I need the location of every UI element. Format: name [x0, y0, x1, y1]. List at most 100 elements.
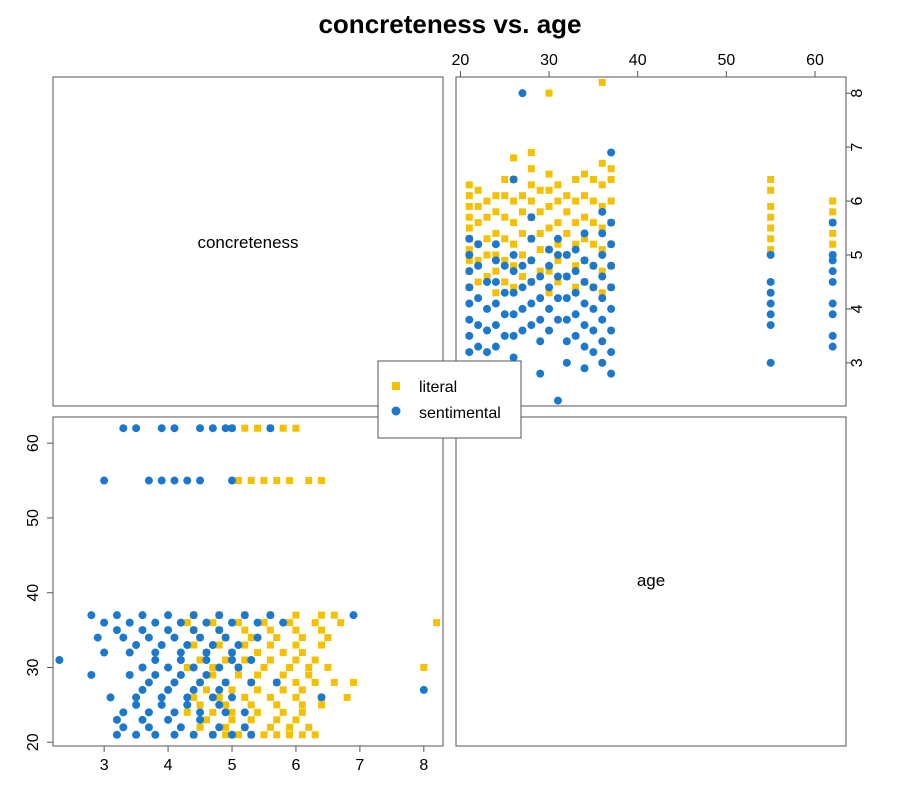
point-tr-sentimental — [527, 213, 536, 222]
point-tr-literal — [465, 192, 473, 200]
point-bl-sentimental — [125, 648, 134, 657]
panel-top-right — [455, 76, 847, 407]
point-tr-sentimental — [607, 218, 616, 227]
point-bl-sentimental — [132, 700, 141, 709]
point-bl-sentimental — [119, 723, 128, 732]
point-bl-literal — [286, 723, 294, 731]
point-tr-literal — [598, 159, 606, 167]
point-tr-sentimental — [607, 261, 616, 270]
point-bl-sentimental — [176, 648, 185, 657]
point-tr-sentimental — [518, 89, 527, 98]
point-tr-literal — [510, 262, 518, 270]
point-tr-sentimental — [580, 256, 589, 265]
point-tr-literal — [501, 278, 509, 286]
point-tr-literal — [465, 202, 473, 210]
point-tr-literal — [483, 235, 491, 243]
point-bl-literal — [311, 619, 319, 627]
point-bl-literal — [254, 671, 262, 679]
point-tr-literal — [527, 197, 535, 205]
point-bl-sentimental — [196, 424, 205, 433]
point-bl-sentimental — [234, 663, 243, 672]
point-tr-sentimental — [491, 321, 500, 330]
tick-label-age-top: 50 — [717, 52, 735, 69]
point-bl-literal — [292, 716, 300, 724]
point-bl-sentimental — [272, 678, 281, 687]
point-bl-sentimental — [189, 685, 198, 694]
point-tr-sentimental — [553, 234, 562, 243]
point-tr-sentimental — [518, 326, 527, 335]
point-bl-sentimental — [176, 670, 185, 679]
panel-bottom-right — [455, 416, 847, 747]
point-bl-sentimental — [221, 424, 230, 433]
tick-label-age-top: 30 — [540, 52, 558, 69]
point-tr-sentimental — [607, 326, 616, 335]
point-tr-literal — [545, 89, 553, 97]
point-bl-sentimental — [208, 730, 217, 739]
point-tr-sentimental — [553, 250, 562, 259]
point-tr-literal — [545, 186, 553, 194]
point-tr-sentimental — [491, 277, 500, 286]
point-bl-sentimental — [215, 626, 224, 635]
point-tr-literal — [767, 224, 775, 232]
point-bl-literal — [222, 701, 230, 709]
point-tr-literal — [554, 256, 562, 264]
point-bl-sentimental — [279, 618, 288, 627]
point-bl-sentimental — [151, 670, 160, 679]
point-bl-sentimental — [100, 648, 109, 657]
point-bl-sentimental — [189, 611, 198, 620]
point-tr-literal — [589, 240, 597, 248]
point-bl-literal — [273, 701, 281, 709]
point-tr-literal — [483, 273, 491, 281]
point-tr-sentimental — [598, 272, 607, 281]
point-bl-sentimental — [112, 626, 121, 635]
point-tr-literal — [563, 208, 571, 216]
point-bl-literal — [260, 477, 268, 485]
point-tr-literal — [518, 208, 526, 216]
point-tr-sentimental — [491, 299, 500, 308]
point-bl-sentimental — [202, 618, 211, 627]
panel-bottom-left — [52, 416, 444, 747]
point-bl-literal — [247, 477, 255, 485]
point-tr-literal — [829, 197, 837, 205]
point-tr-literal — [554, 197, 562, 205]
point-bl-literal — [273, 477, 281, 485]
point-tr-literal — [554, 219, 562, 227]
point-bl-sentimental — [240, 708, 249, 717]
point-tr-literal — [492, 229, 500, 237]
point-bl-sentimental — [151, 656, 160, 665]
point-bl-literal — [292, 626, 300, 634]
point-tr-sentimental — [598, 337, 607, 346]
point-tr-literal — [501, 256, 509, 264]
point-tr-sentimental — [562, 250, 571, 259]
tick-label-age-top: 60 — [806, 52, 824, 69]
point-tr-sentimental — [527, 256, 536, 265]
point-bl-literal — [228, 708, 236, 716]
point-tr-sentimental — [483, 304, 492, 313]
point-tr-sentimental — [509, 267, 518, 276]
point-bl-literal — [266, 626, 274, 634]
point-tr-literal — [572, 240, 580, 248]
point-tr-literal — [465, 181, 473, 189]
point-bl-sentimental — [183, 693, 192, 702]
point-tr-literal — [598, 181, 606, 189]
point-bl-literal — [215, 693, 223, 701]
point-bl-literal — [298, 649, 306, 657]
point-bl-sentimental — [247, 678, 256, 687]
point-bl-literal — [266, 641, 274, 649]
tick-label-concreteness-bottom: 3 — [100, 757, 109, 774]
point-bl-sentimental — [119, 708, 128, 717]
point-bl-sentimental — [240, 611, 249, 620]
point-tr-sentimental — [766, 277, 775, 286]
point-bl-sentimental — [170, 424, 179, 433]
point-bl-sentimental — [164, 715, 173, 724]
point-bl-sentimental — [221, 633, 230, 642]
point-bl-sentimental — [112, 730, 121, 739]
diagonal-label-concreteness: concreteness — [197, 233, 298, 252]
point-tr-literal — [465, 213, 473, 221]
point-tr-sentimental — [562, 358, 571, 367]
point-bl-literal — [202, 716, 210, 724]
point-tr-literal — [598, 78, 606, 86]
point-tr-literal — [518, 229, 526, 237]
point-bl-sentimental — [138, 626, 147, 635]
point-tr-literal — [492, 267, 500, 275]
